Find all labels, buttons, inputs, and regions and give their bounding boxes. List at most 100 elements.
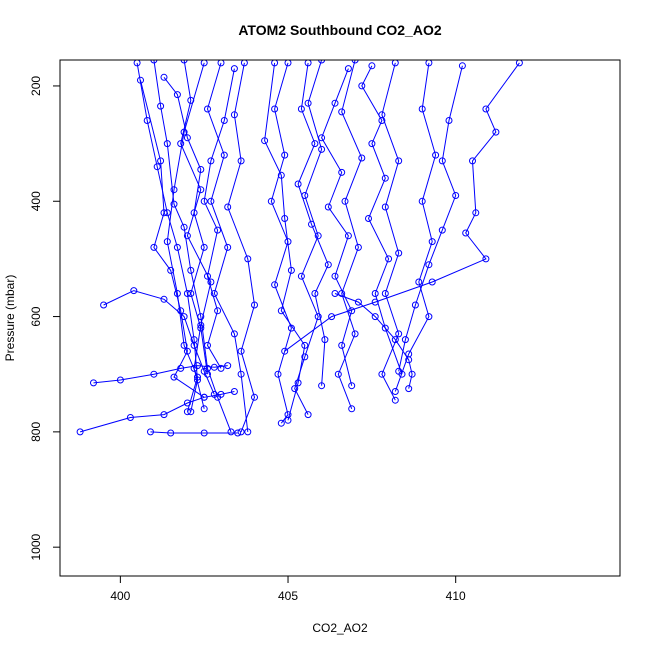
plot-series: [76, 60, 523, 437]
data-point: [200, 429, 208, 437]
series-6: [267, 60, 295, 427]
data-point: [137, 76, 144, 84]
data-point: [371, 290, 379, 297]
series-line: [103, 290, 215, 395]
data-point: [190, 341, 198, 349]
data-point: [267, 197, 275, 205]
data-point: [217, 364, 225, 372]
data-point: [338, 168, 346, 176]
data-point: [163, 238, 171, 246]
data-point: [160, 209, 168, 217]
data-point: [167, 429, 175, 437]
data-point: [183, 232, 191, 240]
data-point: [173, 91, 181, 99]
data-point: [324, 203, 332, 211]
data-point: [331, 272, 339, 280]
data-point: [170, 186, 178, 194]
data-point: [418, 197, 426, 205]
data-point: [395, 330, 403, 338]
data-point: [210, 390, 218, 398]
data-point: [368, 140, 376, 148]
data-point: [395, 249, 403, 257]
y-tick-label: 400: [29, 191, 43, 211]
data-point: [187, 266, 195, 274]
data-point: [297, 105, 305, 113]
series-5: [224, 60, 258, 436]
data-point: [425, 60, 433, 67]
data-point: [351, 60, 359, 64]
data-point: [210, 363, 218, 371]
series-line: [398, 65, 463, 372]
data-point: [160, 411, 168, 419]
data-point: [381, 290, 389, 297]
series-line: [203, 68, 235, 369]
y-axis-label: Pressure (mbar): [3, 275, 17, 362]
data-point: [395, 367, 403, 375]
data-point: [378, 117, 386, 124]
series-line: [321, 68, 353, 386]
data-point: [331, 290, 339, 297]
data-point: [274, 370, 282, 378]
data-point: [408, 370, 416, 378]
data-point: [237, 157, 245, 165]
data-point: [194, 362, 201, 370]
series-9: [378, 60, 403, 404]
data-point: [261, 137, 269, 145]
data-point: [230, 65, 238, 73]
data-point: [314, 313, 322, 321]
data-point: [304, 99, 312, 107]
data-point: [277, 419, 285, 427]
data-point: [405, 385, 413, 393]
data-point: [157, 157, 165, 165]
data-point: [177, 140, 185, 148]
data-point: [515, 60, 523, 67]
data-point: [328, 313, 336, 321]
data-point: [415, 278, 423, 286]
data-point: [391, 396, 399, 404]
data-point: [187, 290, 195, 297]
series-line: [381, 62, 400, 401]
data-point: [381, 324, 389, 332]
data-point: [153, 163, 161, 171]
data-point: [385, 255, 393, 263]
data-point: [469, 157, 476, 165]
y-tick-label: 600: [29, 306, 43, 326]
data-point: [130, 287, 138, 295]
data-point: [180, 60, 188, 64]
data-point: [308, 220, 315, 228]
series-line: [361, 65, 403, 375]
x-tick-label: 405: [278, 589, 298, 603]
data-point: [147, 428, 154, 436]
data-point: [204, 370, 211, 378]
data-point: [237, 347, 245, 355]
data-point: [358, 154, 366, 162]
data-point: [224, 362, 232, 370]
series-line: [284, 62, 520, 352]
data-point: [180, 128, 188, 136]
data-point: [183, 408, 191, 416]
data-point: [277, 307, 285, 315]
data-point: [244, 255, 252, 263]
data-point: [200, 393, 208, 401]
data-point: [150, 243, 158, 251]
data-point: [271, 281, 279, 289]
data-point: [365, 215, 372, 222]
data-point: [445, 117, 453, 124]
series-11: [281, 60, 523, 355]
series-14: [90, 362, 232, 387]
data-point: [224, 243, 232, 251]
data-point: [287, 266, 295, 274]
data-point: [281, 215, 289, 222]
data-point: [291, 385, 299, 393]
data-point: [160, 295, 168, 303]
data-point: [76, 428, 84, 436]
data-point: [492, 128, 500, 136]
data-point: [277, 171, 285, 179]
data-point: [284, 60, 292, 67]
y-tick-label: 1000: [29, 534, 43, 561]
data-point: [324, 261, 332, 269]
data-point: [428, 278, 436, 286]
data-point: [230, 388, 238, 395]
series-10: [391, 60, 440, 395]
data-point: [214, 307, 222, 315]
